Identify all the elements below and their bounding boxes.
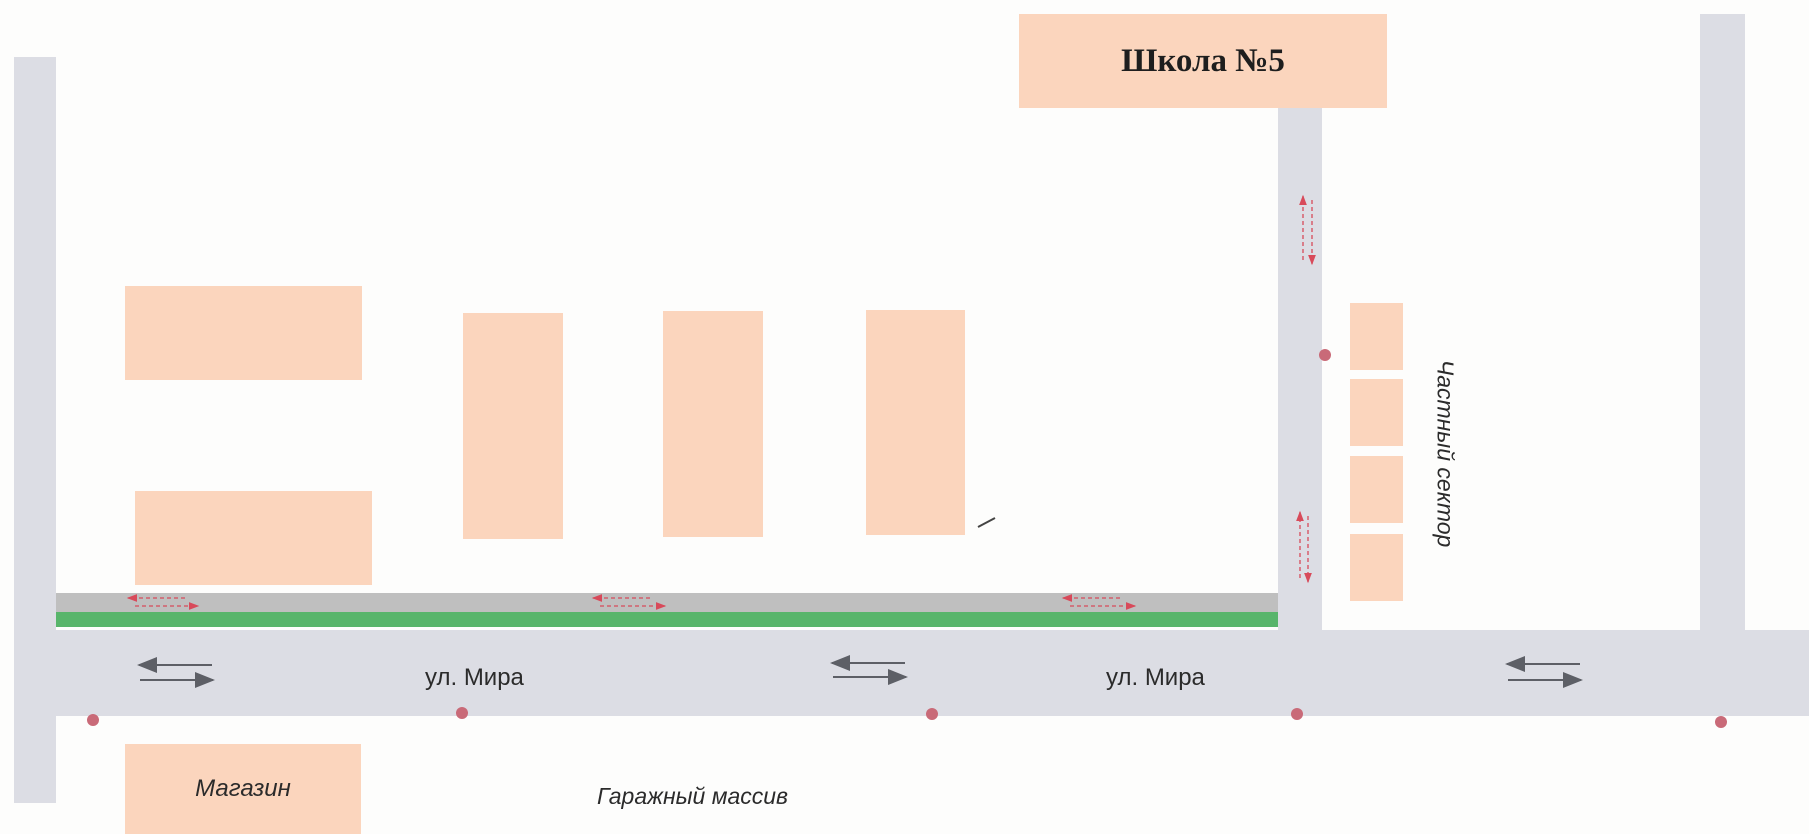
residential-building bbox=[866, 310, 965, 535]
crossing-dot bbox=[1715, 716, 1727, 728]
crossing-dot bbox=[456, 707, 468, 719]
crossing-dot bbox=[87, 714, 99, 726]
road-mira-horizontal bbox=[14, 630, 1809, 716]
residential-building bbox=[463, 313, 563, 539]
shop-label: Магазин bbox=[195, 775, 291, 802]
crossing-dot bbox=[1291, 708, 1303, 720]
school-label: Школа №5 bbox=[1121, 42, 1285, 79]
road-east-vertical bbox=[1700, 14, 1745, 634]
residential-building bbox=[135, 491, 372, 585]
green-strip bbox=[56, 612, 1278, 627]
private-house bbox=[1350, 303, 1403, 370]
traffic-arrows bbox=[137, 655, 1583, 688]
residential-building bbox=[125, 286, 362, 380]
stray-mark bbox=[977, 517, 996, 528]
garages-area-label: Гаражный массив bbox=[597, 783, 789, 809]
street-label-mira-west: ул. Мира bbox=[425, 664, 524, 691]
sidewalk bbox=[56, 593, 1278, 612]
school-building: Школа №5 bbox=[1019, 14, 1387, 108]
pedestrian-arrows bbox=[126, 194, 1316, 610]
residential-building bbox=[663, 311, 763, 537]
private-house bbox=[1350, 534, 1403, 601]
crossing-dot bbox=[926, 708, 938, 720]
private-house bbox=[1350, 379, 1403, 446]
shop-building: Магазин bbox=[125, 744, 361, 834]
street-label-mira-east: ул. Мира bbox=[1106, 664, 1205, 691]
crossing-dot bbox=[1319, 349, 1331, 361]
private-house bbox=[1350, 456, 1403, 523]
